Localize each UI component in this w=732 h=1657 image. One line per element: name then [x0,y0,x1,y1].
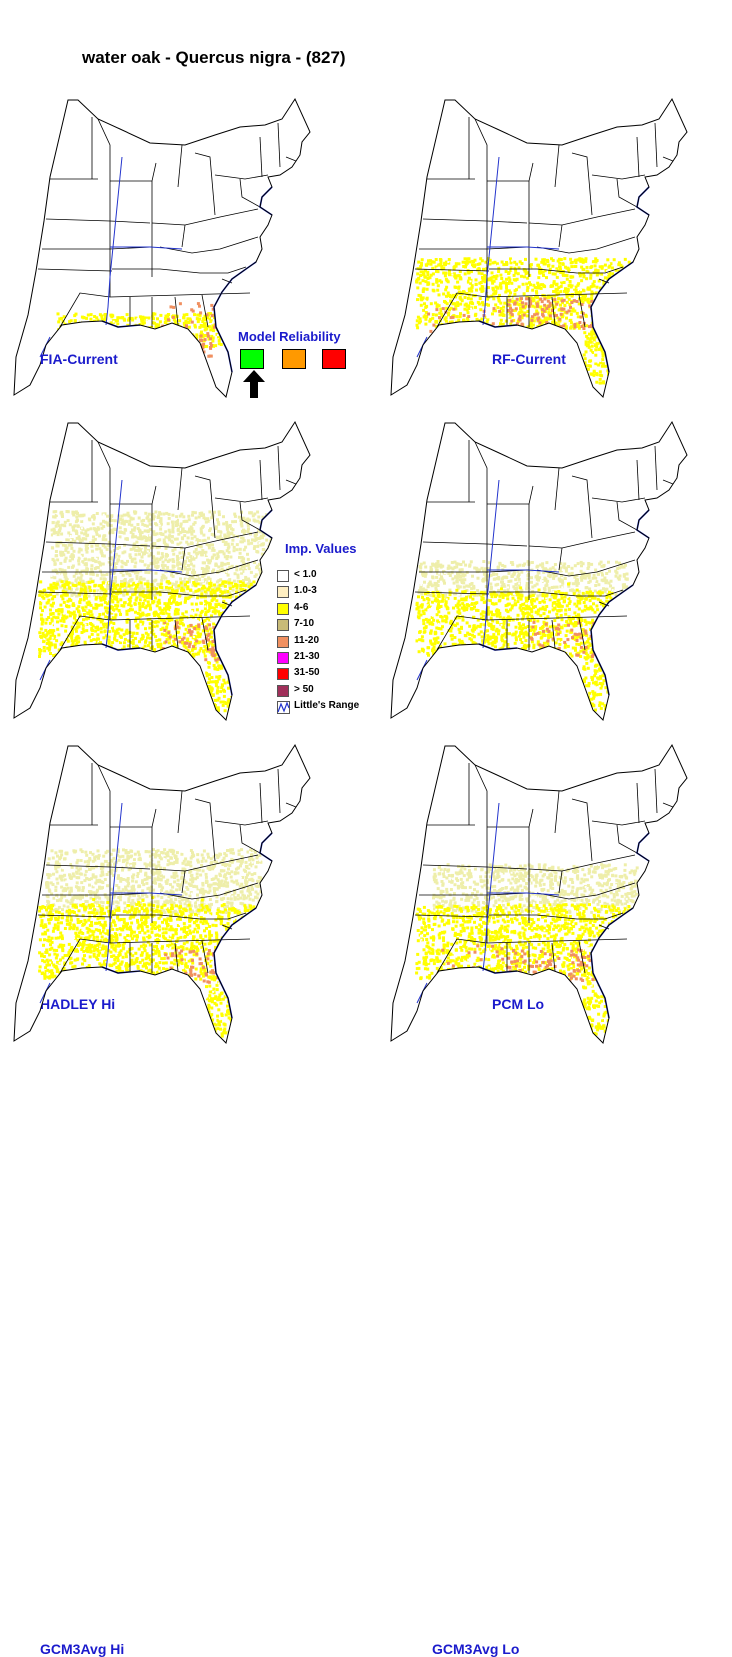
legend-swatch [277,652,289,664]
map-panel-pcm: PCM Lo [387,420,732,720]
reliability-swatch-green [240,349,264,369]
legend-label: 1.0-3 [294,585,317,596]
legend-label: 31-50 [294,667,320,678]
us-map-gcmlo [387,743,732,1053]
map-panel-fia: FIA-Current [10,97,360,397]
range-line-icon [277,701,290,714]
legend-label: 4-6 [294,602,308,613]
panel-label-gcmlo: GCM3Avg Lo [432,1641,519,1657]
map-panel-gcmhi: GCM3Avg Hi [10,743,360,1043]
legend-title: Imp. Values [285,541,357,556]
legend-swatch [277,570,289,582]
legend-label: 7-10 [294,618,314,629]
us-map-pcm [387,420,732,730]
us-map-gcmhi [10,743,360,1053]
legend-swatch [277,636,289,648]
legend-swatch [277,603,289,615]
legend-label: 11-20 [294,635,319,646]
reliability-swatch-orange [282,349,306,369]
panel-label-fia: FIA-Current [40,351,118,367]
legend-label: 21-30 [294,651,320,662]
legend-label: < 1.0 [294,569,317,580]
legend-label: > 50 [294,684,314,695]
page-title: water oak - Quercus nigra - (827) [82,48,346,68]
legend-label: Little's Range [294,700,359,711]
map-panel-gcmlo: GCM3Avg Lo [387,743,732,1043]
legend-swatch [277,668,289,680]
panel-label-rf: RF-Current [492,351,566,367]
panel-label-gcmhi: GCM3Avg Hi [40,1641,124,1657]
reliability-swatch-red [322,349,346,369]
model-reliability-title: Model Reliability [238,329,341,344]
legend-swatch [277,685,289,697]
legend-swatch [277,619,289,631]
up-arrow-icon [242,369,266,399]
legend-swatch [277,586,289,598]
map-panel-rf: RF-Current [387,97,732,397]
